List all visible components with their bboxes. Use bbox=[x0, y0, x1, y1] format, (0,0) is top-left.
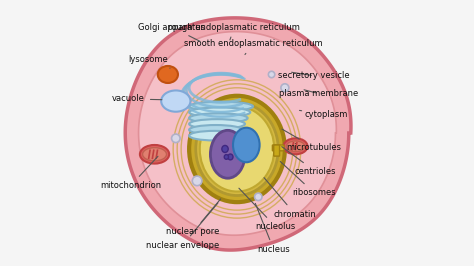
Text: lysosome: lysosome bbox=[128, 55, 170, 68]
Text: smooth endoplasmatic reticulum: smooth endoplasmatic reticulum bbox=[183, 39, 322, 55]
Text: chromatin: chromatin bbox=[264, 178, 316, 219]
Text: mitochondrion: mitochondrion bbox=[100, 156, 161, 190]
Ellipse shape bbox=[140, 145, 169, 164]
Text: Golgi apparatus: Golgi apparatus bbox=[138, 23, 205, 41]
Polygon shape bbox=[138, 32, 337, 235]
Text: cytoplasm: cytoplasm bbox=[300, 110, 348, 119]
Text: nuclear pore: nuclear pore bbox=[166, 199, 220, 236]
Ellipse shape bbox=[189, 102, 253, 111]
Text: microtubules: microtubules bbox=[282, 129, 342, 152]
Ellipse shape bbox=[196, 102, 278, 196]
Ellipse shape bbox=[189, 131, 240, 140]
FancyBboxPatch shape bbox=[273, 145, 280, 156]
Ellipse shape bbox=[281, 84, 289, 92]
Ellipse shape bbox=[192, 176, 202, 186]
Text: rough endoplasmatic reticulum: rough endoplasmatic reticulum bbox=[168, 23, 300, 40]
Text: ribosomes: ribosomes bbox=[280, 161, 336, 197]
Ellipse shape bbox=[233, 128, 260, 162]
Ellipse shape bbox=[189, 125, 242, 135]
Ellipse shape bbox=[283, 138, 308, 154]
Ellipse shape bbox=[172, 134, 180, 143]
Text: nuclear envelope: nuclear envelope bbox=[146, 203, 219, 250]
Ellipse shape bbox=[189, 107, 250, 117]
Ellipse shape bbox=[210, 130, 245, 178]
Ellipse shape bbox=[161, 90, 191, 112]
Ellipse shape bbox=[189, 119, 245, 129]
Ellipse shape bbox=[255, 193, 262, 201]
Ellipse shape bbox=[158, 66, 178, 83]
Ellipse shape bbox=[228, 154, 233, 160]
Text: nucleus: nucleus bbox=[255, 203, 290, 254]
Text: secretory vesicle: secretory vesicle bbox=[278, 71, 350, 80]
Ellipse shape bbox=[189, 113, 247, 123]
Text: vacuole: vacuole bbox=[112, 94, 162, 103]
Ellipse shape bbox=[268, 71, 275, 78]
Ellipse shape bbox=[189, 96, 285, 202]
Ellipse shape bbox=[200, 106, 274, 192]
Text: nucleolus: nucleolus bbox=[239, 188, 296, 231]
Polygon shape bbox=[125, 18, 351, 250]
Text: plasma membrane: plasma membrane bbox=[279, 89, 358, 98]
Ellipse shape bbox=[286, 141, 305, 152]
Ellipse shape bbox=[143, 148, 166, 161]
Ellipse shape bbox=[222, 146, 228, 152]
FancyBboxPatch shape bbox=[273, 145, 284, 151]
Text: centrioles: centrioles bbox=[282, 147, 336, 176]
Ellipse shape bbox=[224, 155, 228, 159]
